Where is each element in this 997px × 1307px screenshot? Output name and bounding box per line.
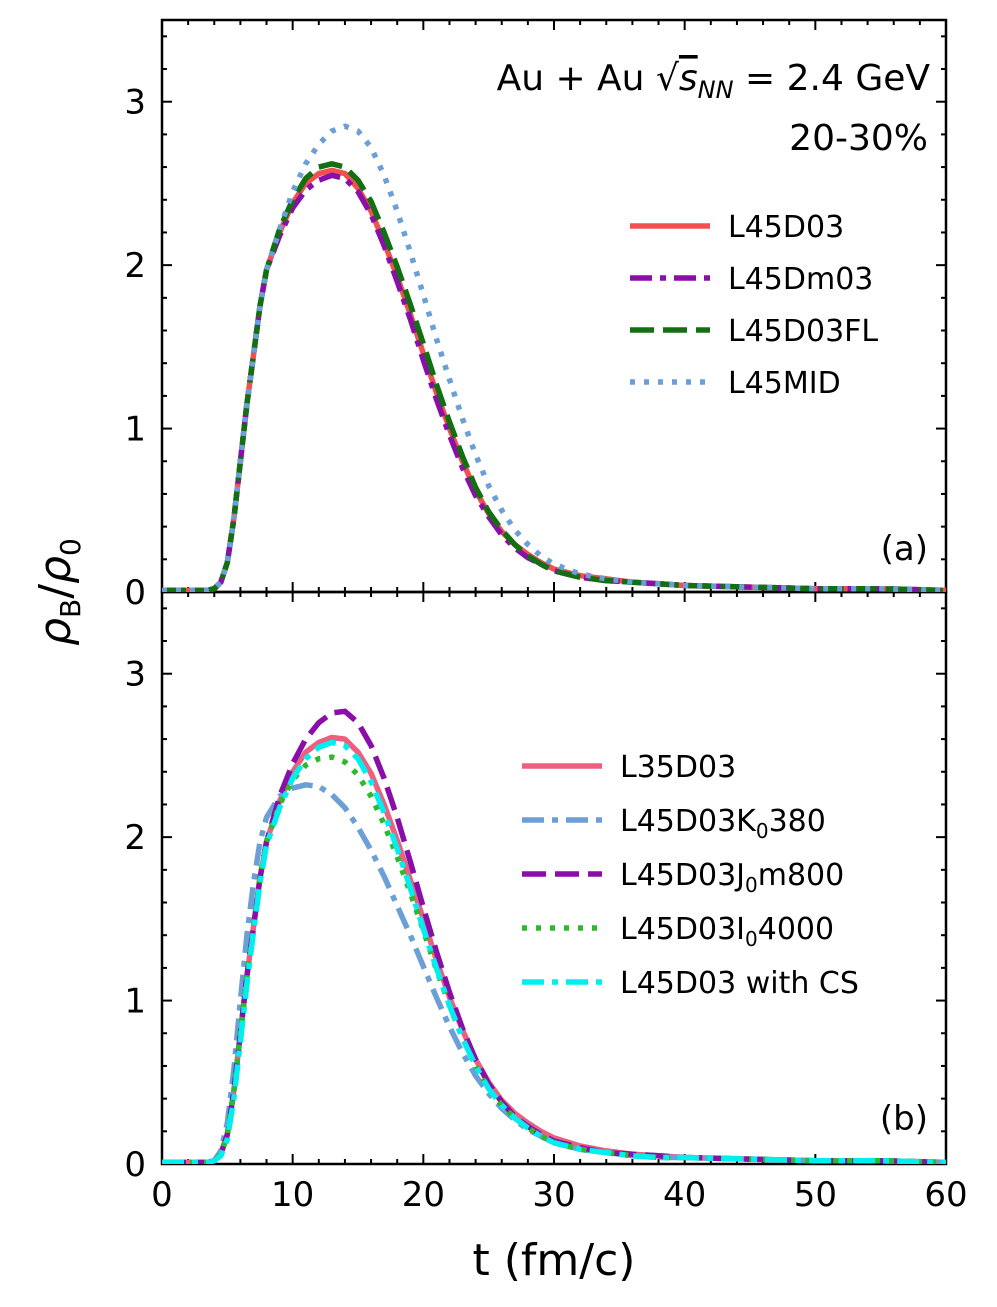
x-tick-label: 10 — [271, 1175, 314, 1215]
x-axis-title: t (fm/c) — [473, 1235, 636, 1286]
top-legend-label: L45D03FL — [728, 314, 878, 349]
top-legend-label: L45MID — [728, 366, 841, 401]
top-y-tick-label: 1 — [124, 410, 146, 450]
top-legend-label: L45Dm03 — [728, 262, 873, 297]
y-tick-labels: 0 1 2 3 0 1 2 3 — [124, 83, 146, 1185]
x-tick-labels: 0 10 20 30 40 50 60 — [151, 1175, 967, 1215]
top-y-tick-label: 3 — [124, 83, 146, 123]
panel-label-a: (a) — [881, 529, 928, 569]
axis-ticks — [161, 20, 947, 1165]
bottom-legend-label: L45D03 with CS — [620, 966, 859, 1001]
panel-label-b: (b) — [880, 1099, 928, 1139]
bottom-y-tick-label: 0 — [124, 1145, 146, 1185]
top-y-tick-label: 2 — [124, 246, 146, 286]
collision-annotation: Au + Au √sNN = 2.4 GeV — [497, 58, 931, 104]
legend-bottom: L35D03 L45D03K0380 L45D03J0m800 L45D03I0400… — [522, 750, 859, 1001]
bottom-y-tick-label: 3 — [124, 655, 146, 695]
x-tick-label: 20 — [402, 1175, 445, 1215]
top-series-line — [162, 161, 946, 592]
x-tick-label: 30 — [532, 1175, 575, 1215]
y-title-sub-b: B — [54, 599, 87, 618]
centrality-label: 20-30% — [789, 118, 928, 159]
y-title-slash: / — [30, 584, 81, 599]
bottom-panel-series — [162, 708, 946, 1164]
top-panel-frame — [160, 18, 948, 594]
x-tick-label: 60 — [924, 1175, 967, 1215]
x-tick-label: 50 — [794, 1175, 837, 1215]
top-legend-label: L45D03 — [728, 210, 844, 245]
energy-variable: s — [679, 58, 698, 99]
bottom-legend-label: L45D03K0380 — [620, 804, 826, 843]
bottom-y-tick-label: 1 — [124, 982, 146, 1022]
bottom-legend-label: L45D03I04000 — [620, 912, 834, 951]
y-axis-title: ρB/ρ0 — [30, 538, 87, 646]
x-tick-label: 0 — [151, 1175, 173, 1215]
x-tick-label: 40 — [663, 1175, 706, 1215]
bottom-series-line — [162, 782, 946, 1164]
energy-subscript: NN — [698, 76, 734, 104]
collision-prefix: Au + Au — [497, 58, 656, 99]
y-title-sub-0: 0 — [54, 538, 87, 556]
bottom-legend-label: L35D03 — [620, 750, 736, 785]
top-series-line — [162, 123, 946, 592]
energy-value: = 2.4 GeV — [734, 58, 931, 99]
bottom-legend-label: L45D03J0m800 — [620, 858, 844, 897]
top-panel-series — [162, 123, 946, 592]
legend-top: L45D03 L45Dm03 L45D03FL L45MID — [630, 210, 878, 401]
y-title-rho-0: ρ — [30, 556, 81, 584]
y-title-rho: ρ — [30, 618, 81, 646]
bottom-series-line — [162, 739, 946, 1164]
bottom-y-tick-label: 2 — [124, 818, 146, 858]
top-y-tick-label: 0 — [124, 573, 146, 613]
sqrt-symbol: √ — [656, 58, 679, 99]
